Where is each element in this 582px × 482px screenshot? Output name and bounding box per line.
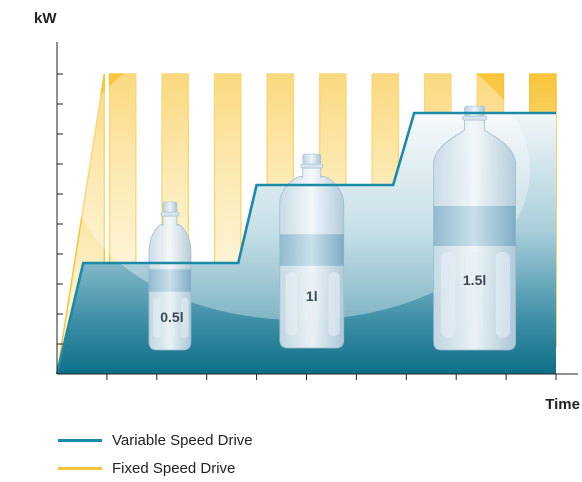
legend-label-fixed-speed-drive: Fixed Speed Drive <box>112 459 236 477</box>
bottle-rib <box>307 271 319 336</box>
bottle-size-label: 1l <box>306 288 318 304</box>
legend-item-variable-speed-drive: Variable Speed Drive <box>58 426 253 454</box>
bottle-rib <box>285 271 298 336</box>
bottle: 1.5l <box>433 105 516 351</box>
bottle-rib <box>328 271 340 336</box>
legend: Variable Speed Drive Fixed Speed Drive <box>58 426 253 482</box>
bottle: 0.5l <box>148 201 192 351</box>
bottle-rib <box>495 252 511 338</box>
x-axis-label: Time <box>545 396 580 413</box>
bottle-cap <box>162 201 178 213</box>
bottle-rib <box>441 252 456 338</box>
bottle-rib <box>153 297 161 338</box>
bottle-label-band <box>148 269 191 292</box>
axes <box>56 42 578 380</box>
bottle-rib <box>167 297 175 338</box>
bottle-neck-ring <box>300 163 324 169</box>
bottle-neck-ring <box>462 115 487 121</box>
bottle-size-label: 1.5l <box>463 272 486 288</box>
legend-swatch-variable-speed-drive <box>58 438 102 442</box>
variable-speed-drive-line <box>55 111 556 375</box>
legend-item-fixed-speed-drive: Fixed Speed Drive <box>58 454 253 482</box>
y-axis-label: kW <box>34 10 57 27</box>
variable-speed-drive-series <box>55 111 556 375</box>
bottle-size-label: 0.5l <box>160 309 183 325</box>
bottle-rib <box>468 252 483 338</box>
bottle-cap <box>302 153 322 165</box>
bottle-cap <box>464 105 485 117</box>
bottles: 0.5l 1l 1.5l <box>148 105 516 351</box>
bottle-neck-ring <box>160 211 180 217</box>
bottle-label-band <box>279 234 344 266</box>
legend-label-variable-speed-drive: Variable Speed Drive <box>112 431 253 449</box>
bottle: 1l <box>279 153 345 349</box>
legend-swatch-fixed-speed-drive <box>58 466 102 470</box>
bottle-label-band <box>433 206 516 246</box>
bottle-rib <box>181 297 189 338</box>
